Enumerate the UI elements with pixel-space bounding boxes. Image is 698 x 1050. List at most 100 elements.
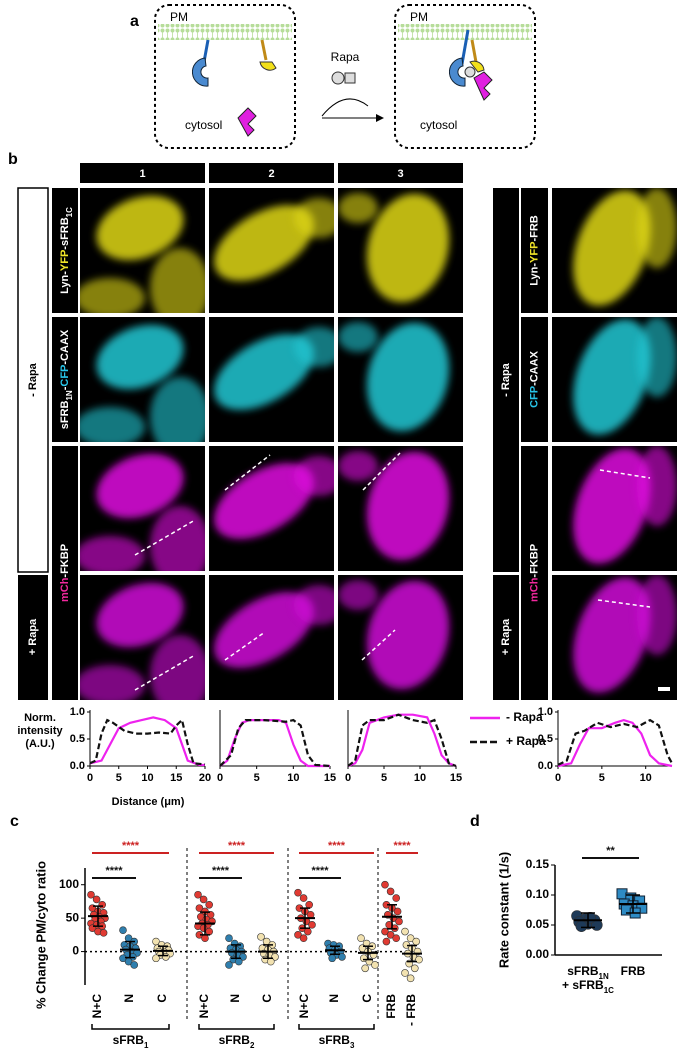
y-tick-label: 0.5	[538, 733, 553, 745]
cytosol-label: cytosol	[185, 118, 222, 132]
rapa-icon	[331, 71, 345, 85]
cells	[214, 198, 334, 281]
cell	[366, 322, 450, 432]
x-tick-label: 10	[287, 772, 299, 784]
cell-box	[154, 4, 296, 149]
y-tick-label: 50	[66, 910, 80, 924]
row-label: mCh-FKBP	[528, 544, 540, 602]
cell	[338, 193, 378, 223]
cells	[573, 575, 677, 693]
cell	[294, 456, 334, 496]
x-axis-label: Distance (μm)	[112, 796, 185, 808]
text-part: 1C	[65, 207, 74, 217]
data-point	[381, 927, 389, 936]
profile	[89, 716, 205, 767]
text-part: 3	[350, 1041, 355, 1050]
category-label: + sFRB1C	[562, 978, 614, 994]
x-tick-label: 15	[450, 772, 462, 784]
x-tick-label: 15	[170, 772, 182, 784]
cell	[96, 195, 184, 261]
y-tick-label: 0.0	[538, 760, 553, 772]
text-part: sFRB	[59, 400, 71, 429]
bracket	[198, 1024, 275, 1030]
text-part: YFP	[528, 242, 540, 263]
cells	[573, 446, 677, 564]
cells	[338, 580, 450, 690]
condition-label: - Rapa	[27, 362, 39, 397]
text-part: CFP	[528, 386, 540, 408]
text-part: CFP	[59, 365, 71, 387]
row-label-bg	[521, 188, 548, 313]
panel-label: d	[470, 813, 480, 830]
row-label: Lyn-YFP-FRB	[528, 215, 540, 286]
cell-box	[394, 4, 536, 149]
row-label-bg	[52, 446, 78, 700]
cells	[214, 327, 334, 410]
cell	[637, 188, 677, 268]
y-tick-label: 0.10	[526, 887, 550, 901]
cell	[214, 463, 314, 539]
condition-bar	[18, 575, 48, 700]
cell	[214, 592, 314, 668]
text-part: sFRB	[567, 964, 599, 978]
cell	[366, 451, 450, 561]
membrane-label: PM	[170, 10, 188, 24]
profile-line	[224, 631, 266, 661]
text-part: -CAAX	[528, 350, 540, 385]
data-point	[575, 920, 588, 933]
micrograph	[552, 188, 677, 313]
anchor	[260, 39, 268, 61]
legend-label: - Rapa	[506, 710, 543, 724]
y-axis-label: (A.U.)	[25, 738, 55, 750]
data-point	[299, 894, 308, 902]
cell	[338, 580, 378, 610]
micrograph	[338, 317, 463, 442]
cell	[573, 190, 651, 306]
profile	[219, 719, 330, 768]
micrograph	[80, 446, 205, 571]
y-tick-label: 100	[59, 877, 79, 891]
category-label: sFRB1N	[567, 964, 609, 980]
profile	[557, 718, 673, 766]
cell	[150, 377, 205, 442]
text-part: 1	[144, 1041, 149, 1050]
y-axis-label: intensity	[17, 725, 63, 737]
row-label: mCh-FKBP	[59, 544, 71, 602]
cells	[573, 317, 677, 435]
cells	[338, 193, 450, 303]
column-header: 3	[397, 168, 403, 180]
cell	[573, 319, 651, 435]
data-point	[266, 957, 275, 966]
anchor	[460, 29, 470, 65]
y-tick-label: 1.0	[538, 706, 553, 718]
data-point	[357, 934, 365, 943]
cell	[96, 582, 184, 648]
x-tick-label: 20	[199, 772, 211, 784]
text-part: Lyn-	[528, 263, 540, 286]
text-part: + sFRB	[562, 978, 604, 992]
profile-line	[224, 454, 271, 491]
scale-bar	[658, 687, 670, 691]
data-point	[199, 895, 208, 904]
cell	[96, 324, 184, 390]
data-point	[410, 964, 419, 973]
text-part: 2	[250, 1041, 255, 1050]
schematic: a PM cytosol Rapa PM cytosol	[130, 4, 536, 149]
data-point	[201, 934, 209, 943]
profile	[89, 717, 206, 766]
sfrb-c	[259, 61, 277, 71]
data-point	[401, 927, 409, 936]
data-point	[239, 953, 247, 961]
y-tick-label: 0.05	[526, 917, 550, 931]
row-label-bg	[52, 188, 78, 313]
legend-label: + Rapa	[506, 734, 546, 748]
cell	[150, 635, 205, 700]
cell	[96, 453, 184, 519]
data-point	[412, 937, 421, 946]
data-point	[225, 961, 233, 969]
data-point	[381, 880, 389, 889]
bracket	[298, 1024, 375, 1030]
data-point	[195, 904, 204, 912]
significance-label: ****	[228, 840, 246, 852]
